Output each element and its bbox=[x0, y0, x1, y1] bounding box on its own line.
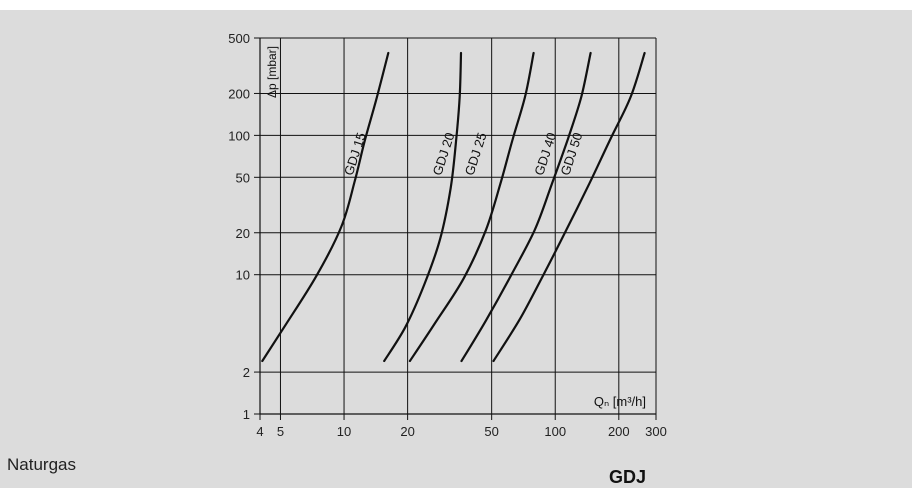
axes bbox=[254, 37, 657, 420]
y-tick-label: 500 bbox=[228, 31, 250, 46]
curves bbox=[261, 51, 646, 363]
curve-gdj-40 bbox=[460, 51, 592, 363]
x-tick-label: 200 bbox=[608, 424, 630, 439]
y-tick-label: 50 bbox=[236, 170, 250, 185]
y-tick-label: 2 bbox=[243, 365, 250, 380]
x-tick-label: 4 bbox=[256, 424, 263, 439]
x-axis-label: Qₙ [m³/h] bbox=[594, 394, 646, 409]
curve-gdj-25 bbox=[408, 51, 535, 363]
grid bbox=[260, 37, 657, 414]
tick-labels: 4 5 10 20 50 100 200 300 1 2 10 20 50 100 200 500 bbox=[228, 31, 667, 439]
curve-gdj-50 bbox=[492, 51, 646, 363]
x-tick-label: 20 bbox=[400, 424, 414, 439]
y-tick-label: 200 bbox=[228, 86, 250, 101]
x-tick-label: 300 bbox=[645, 424, 667, 439]
curve-gdj-15 bbox=[261, 51, 390, 363]
curve-gdj-20 bbox=[383, 51, 463, 363]
page-top-strip bbox=[0, 0, 912, 10]
plot-area bbox=[260, 38, 656, 414]
y-tick-label: 100 bbox=[228, 128, 250, 143]
x-tick-label: 50 bbox=[484, 424, 498, 439]
y-tick-label: 20 bbox=[236, 226, 250, 241]
y-tick-label: 10 bbox=[236, 268, 250, 283]
footer-product-label: GDJ bbox=[609, 467, 647, 487]
x-tick-label: 10 bbox=[337, 424, 351, 439]
y-tick-label: 1 bbox=[243, 407, 250, 422]
y-axis-label: Δp [mbar] bbox=[265, 46, 279, 98]
x-tick-label: 100 bbox=[544, 424, 566, 439]
footer-gas-label: Naturgas bbox=[7, 455, 76, 474]
x-tick-label: 5 bbox=[277, 424, 284, 439]
